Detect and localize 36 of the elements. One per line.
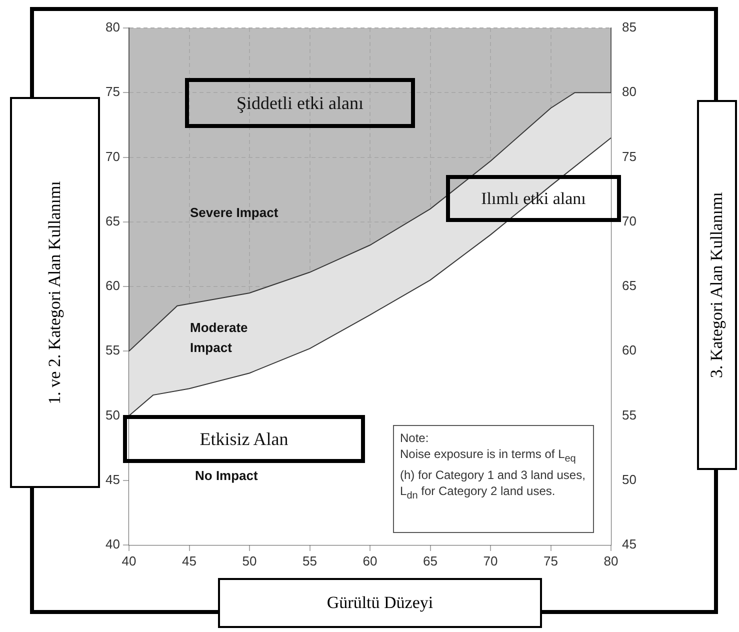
y2-tick-label: 45 xyxy=(622,536,636,552)
y2-tick-label: 70 xyxy=(622,213,636,228)
annotation: Moderate Impact xyxy=(190,319,249,357)
annotation: No Impact xyxy=(195,467,258,485)
x-tick-label: 75 xyxy=(544,553,558,568)
annotation: Severe Impact xyxy=(190,204,278,222)
y-tick-label: 80 xyxy=(106,20,120,35)
annotation: Etkisiz Alan xyxy=(200,429,288,449)
y-axis-title: 1. ve 2. Kategori Alan Kullanımı xyxy=(45,180,65,404)
y-tick-label: 55 xyxy=(106,342,120,358)
x-tick-label: 80 xyxy=(604,553,618,568)
y-tick-label: 75 xyxy=(106,84,120,100)
x-tick-label: 60 xyxy=(362,553,378,568)
y-tick-label: 60 xyxy=(106,278,120,294)
y-tick-label: 40 xyxy=(106,536,120,552)
x-axis-title: Gürültü Düzeyi xyxy=(218,578,542,628)
x-tick-label: 45 xyxy=(182,553,196,568)
y2-tick-label: 85 xyxy=(622,20,636,35)
y-tick-label: 50 xyxy=(106,407,120,422)
x-tick-label: 70 xyxy=(483,553,498,568)
y2-tick-label: 50 xyxy=(622,472,636,487)
y2-axis-title: 3. Kategori Alan Kullanımı xyxy=(707,192,727,378)
annotation: Şiddetli etki alanı xyxy=(236,93,364,113)
y2-tick-label: 55 xyxy=(622,407,636,422)
y2-tick-label: 80 xyxy=(622,84,636,100)
y2-tick-label: 65 xyxy=(622,278,636,294)
x-tick-label: 50 xyxy=(242,553,257,568)
y2-tick-label: 60 xyxy=(622,342,636,358)
x-tick-label: 55 xyxy=(302,553,317,568)
x-tick-label: 65 xyxy=(423,553,438,568)
y2-tick-label: 75 xyxy=(622,148,636,164)
y-tick-label: 45 xyxy=(106,472,120,487)
y-tick-label: 65 xyxy=(106,213,120,228)
annotation: Note: Noise exposure is in terms of L$_{eq}$ (h) for Category 1 and 3 land uses, L$_{dn}$ for Category 2 land uses. xyxy=(400,430,586,504)
x-tick-label: 40 xyxy=(122,553,136,568)
y-tick-label: 70 xyxy=(106,148,120,164)
